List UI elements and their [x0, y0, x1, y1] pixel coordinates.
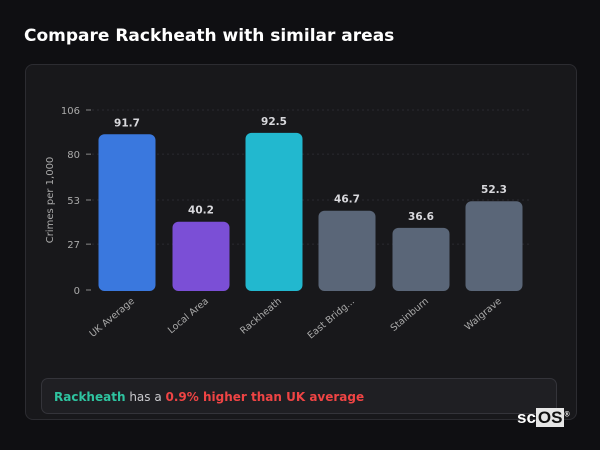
bar[interactable]: [465, 201, 523, 291]
y-tick-label: 53: [67, 196, 80, 207]
y-tick-label: 27: [67, 240, 80, 251]
x-tick-label: Walgrave: [463, 296, 504, 333]
y-tick-label: 106: [61, 106, 80, 117]
x-tick-label: Local Area: [166, 296, 211, 336]
bar-value-label: 36.6: [408, 211, 434, 223]
x-tick-label: East Bridg...: [306, 296, 357, 342]
bar[interactable]: [318, 210, 376, 291]
page-title: Compare Rackheath with similar areas: [24, 26, 395, 46]
bar-value-label: 40.2: [188, 205, 214, 217]
x-tick-label: Rackheath: [238, 296, 284, 337]
comparison-summary: Rackheath has a 0.9% higher than UK aver…: [41, 378, 557, 414]
x-tick-label: UK Average: [88, 296, 137, 340]
y-tick-label: 0: [74, 286, 80, 297]
summary-place: Rackheath: [54, 390, 126, 404]
bar[interactable]: [245, 132, 303, 291]
bar-value-label: 92.5: [261, 116, 287, 128]
bar-value-label: 52.3: [481, 184, 507, 196]
summary-text: has a: [125, 390, 166, 404]
summary-difference: 0.9% higher than UK average: [165, 390, 365, 404]
x-tick-label: Stainburn: [389, 296, 431, 334]
bar[interactable]: [98, 134, 156, 291]
bar-value-label: 46.7: [334, 194, 360, 206]
scos-logo: sc OS ®: [517, 408, 570, 427]
y-tick-label: 80: [67, 150, 80, 161]
y-axis-label: Crimes per 1,000: [45, 157, 56, 244]
bar-value-label: 91.7: [114, 117, 140, 129]
bar[interactable]: [392, 227, 450, 291]
bar[interactable]: [172, 221, 230, 291]
